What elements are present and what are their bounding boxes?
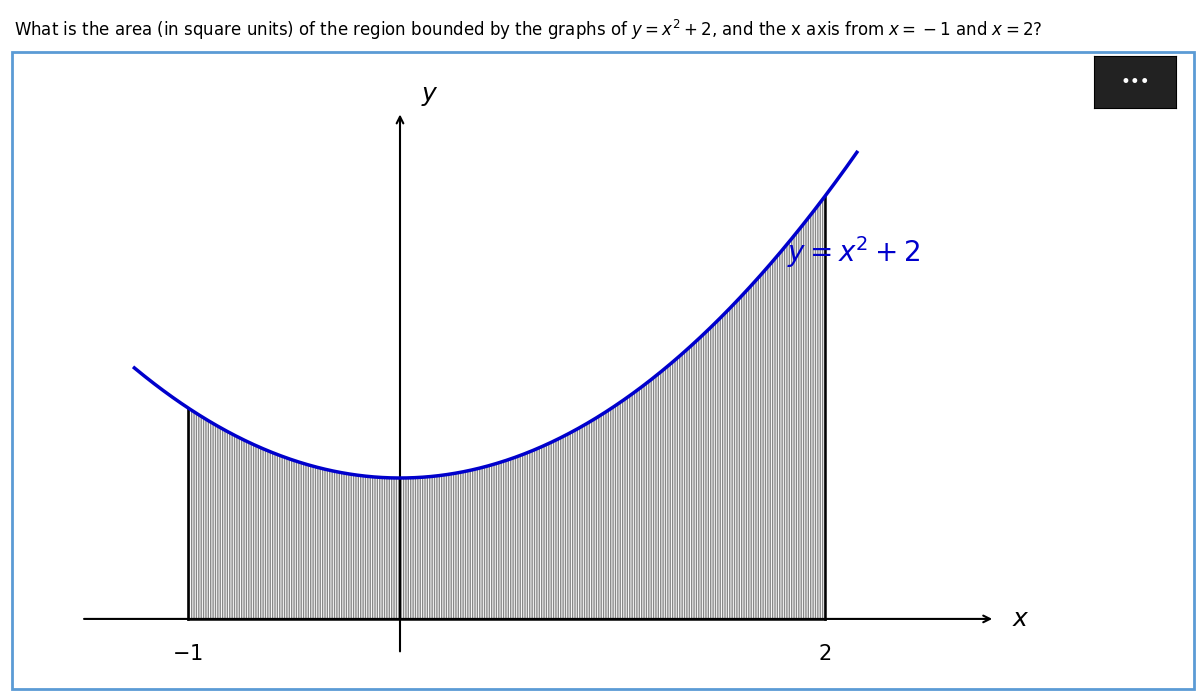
Text: $x$: $x$ <box>1012 607 1030 631</box>
Text: $-1$: $-1$ <box>172 644 203 663</box>
Text: What is the area (in square units) of the region bounded by the graphs of $y=x^2: What is the area (in square units) of th… <box>14 17 1043 42</box>
Text: •••: ••• <box>1121 73 1150 90</box>
Text: $y = x^2 + 2$: $y = x^2 + 2$ <box>787 235 919 271</box>
Text: $2$: $2$ <box>818 644 832 663</box>
Text: $y$: $y$ <box>421 84 439 108</box>
